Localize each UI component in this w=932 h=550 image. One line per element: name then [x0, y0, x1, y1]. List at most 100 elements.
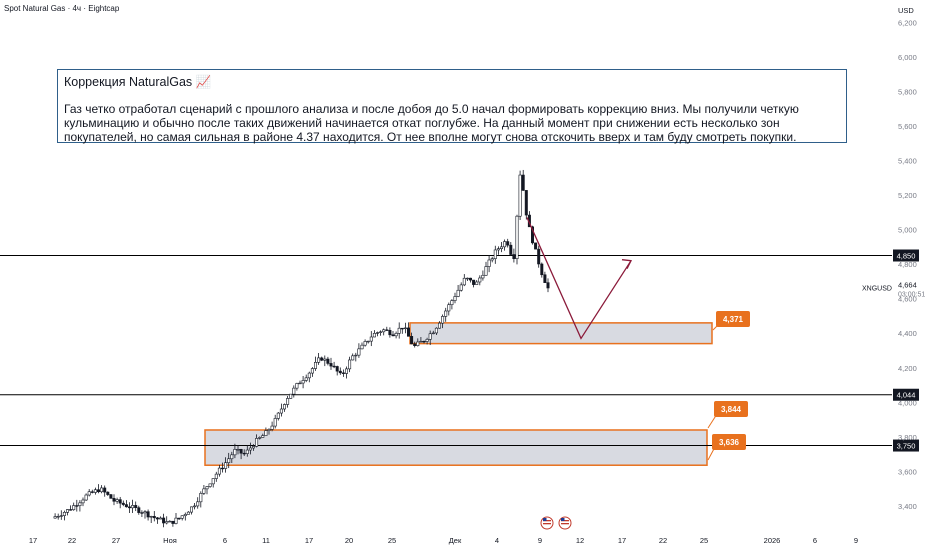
candle	[193, 503, 197, 510]
level-tag	[893, 388, 919, 401]
zone-lower-bottom-label-text: 3,636	[719, 438, 740, 447]
candle-body-up	[323, 358, 327, 361]
candle-body-down	[146, 511, 150, 518]
candle	[348, 356, 352, 373]
candle-body-down	[118, 499, 122, 504]
candle-body-up	[84, 494, 88, 501]
candle-body-up	[487, 259, 491, 267]
candle-body-down	[171, 520, 175, 524]
candle-body-up	[180, 515, 184, 519]
candle-body-up	[375, 332, 379, 334]
time-tick-label: 12	[576, 536, 584, 545]
candle	[534, 242, 538, 250]
candle-body-up	[224, 462, 228, 469]
candle-body-up	[258, 437, 262, 439]
candle-body-down	[543, 274, 547, 283]
candle-body-up	[168, 520, 172, 523]
zone-upper-label-text: 4,371	[723, 315, 744, 324]
candle	[279, 403, 283, 417]
candle-body-down	[385, 329, 389, 331]
candle-body-up	[369, 336, 373, 342]
time-tick-label: 4	[495, 536, 499, 545]
candle	[503, 239, 507, 251]
candle-body-down	[128, 506, 132, 509]
candle	[313, 356, 317, 371]
candle	[298, 380, 302, 385]
candle-body-up	[72, 505, 76, 511]
candle	[267, 428, 271, 435]
candle-body-up	[363, 341, 367, 346]
candle	[304, 374, 308, 383]
candle-body-up	[165, 521, 169, 524]
zone-upper	[409, 322, 713, 345]
zone-lower-top-label-text: 3,844	[721, 405, 742, 414]
candle	[372, 330, 376, 338]
price-tick-label: 5,800	[898, 87, 917, 96]
candle-body-down	[137, 507, 141, 513]
candle	[174, 513, 178, 525]
candle	[177, 517, 181, 520]
candle	[103, 485, 107, 497]
candle-body-up	[351, 355, 355, 361]
candle-body-up	[78, 502, 82, 507]
candle	[537, 245, 541, 268]
candle-body-down	[221, 467, 225, 470]
candle-body-down	[534, 242, 538, 250]
candle-body-up	[289, 393, 293, 399]
candle-body-up	[56, 516, 60, 518]
candle	[149, 515, 153, 524]
candle	[459, 282, 463, 292]
candle	[481, 270, 485, 281]
candle-body-down	[335, 366, 339, 372]
time-tick-label: 22	[68, 536, 76, 545]
candle-body-down	[540, 263, 544, 276]
candle-body-up	[465, 277, 469, 280]
candle-body-down	[472, 279, 476, 285]
candle-body-up	[87, 491, 91, 496]
us-flag-icon-stripe	[561, 520, 569, 522]
candle-body-down	[338, 370, 342, 374]
candle-body-down	[524, 190, 528, 216]
note-body: Газ четко отработал сценарий с прошлого …	[64, 102, 799, 144]
time-tick-label: 25	[700, 536, 708, 545]
price-tick-label: 6,000	[898, 53, 917, 62]
zone-upper-label-box	[716, 311, 750, 327]
candle	[394, 331, 398, 339]
zone-lower-top-label-box	[714, 401, 748, 417]
time-tick-label: 20	[345, 536, 353, 545]
candle	[159, 516, 163, 520]
candle	[326, 356, 330, 366]
candle	[118, 496, 122, 509]
candle	[97, 484, 101, 494]
candle	[289, 393, 293, 399]
candle-body-up	[59, 515, 63, 517]
candle-body-down	[112, 498, 116, 502]
price-tick-label: 3,800	[898, 433, 917, 442]
candle	[441, 314, 445, 329]
candle	[208, 483, 212, 488]
candle-body-down	[391, 334, 395, 337]
candle	[317, 353, 321, 365]
candle	[447, 302, 451, 316]
candle	[400, 327, 404, 334]
candle-body-up	[357, 348, 361, 356]
price-tick-label: 5,600	[898, 122, 917, 131]
candle-body-up	[196, 501, 200, 507]
candle	[295, 382, 299, 391]
candle	[518, 170, 522, 221]
us-flag-icon-stripe	[543, 523, 551, 525]
candle	[397, 322, 401, 339]
candle	[323, 355, 327, 367]
candle	[282, 403, 286, 412]
candle-body-down	[521, 174, 525, 191]
candle	[211, 478, 215, 488]
symbol-title: Spot Natural Gas · 4ч · Eightcap	[4, 4, 120, 13]
candle-body-up	[344, 368, 348, 374]
candle-body-down	[239, 449, 243, 454]
candle	[286, 396, 290, 408]
candle-body-up	[279, 408, 283, 414]
candle-body-up	[261, 435, 265, 438]
candle	[72, 502, 76, 511]
candle	[224, 457, 228, 473]
